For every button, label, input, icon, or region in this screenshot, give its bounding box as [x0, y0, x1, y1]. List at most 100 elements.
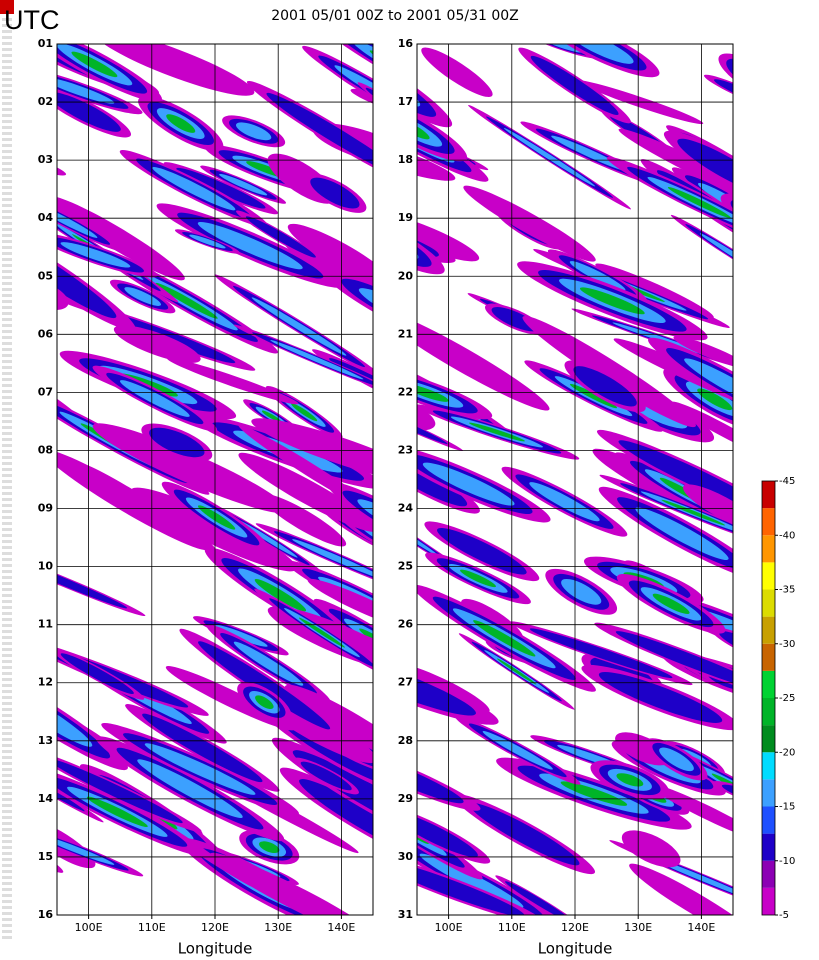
cloud-streak [176, 167, 266, 209]
cloud-streak [417, 650, 476, 716]
cloud-streak [113, 325, 201, 364]
cloud-streak [198, 641, 331, 730]
cloud-streak [261, 410, 282, 423]
cloud-streak [60, 653, 134, 695]
x-tick-label: 110E [498, 921, 526, 934]
cloud-streak [259, 841, 280, 854]
cloud-streak [417, 383, 449, 402]
y-tick-label: 26 [398, 618, 414, 631]
x-tick-label: 100E [75, 921, 103, 934]
cloud-streak [291, 403, 318, 422]
cloud-streak [71, 51, 118, 78]
cloud-streak [57, 687, 93, 747]
cloud-streak [235, 122, 272, 141]
y-tick-label: 13 [38, 734, 53, 747]
y-tick-label: 25 [398, 560, 413, 573]
colorbar-bin [762, 589, 775, 617]
cloud-streak [189, 234, 226, 249]
cloud-streak [270, 340, 364, 380]
cloud-streak [255, 695, 274, 710]
y-tick-label: 29 [398, 792, 413, 805]
colorbar-bin [762, 508, 775, 536]
cloud-streak [300, 761, 352, 791]
colorbar-bin [762, 643, 775, 671]
cloud-streak [144, 743, 256, 795]
y-tick-label: 22 [398, 385, 413, 398]
y-tick-label: 17 [398, 95, 413, 108]
cloud-streak [284, 684, 373, 781]
cloud-streak [421, 47, 493, 97]
cloud-streak [149, 427, 205, 458]
cloud-streak [57, 758, 183, 824]
y-tick-label: 16 [398, 37, 414, 50]
x-tick-label: 130E [264, 921, 292, 934]
cloud-streak [57, 835, 115, 865]
colorbar-bin [762, 833, 775, 861]
x-axis-label: Longitude [178, 940, 253, 958]
x-tick-label: 140E [687, 921, 715, 934]
cloud-field [57, 44, 373, 915]
cloud-streak [155, 282, 218, 319]
cloud-streak [473, 620, 536, 657]
cloud-streak [197, 221, 303, 270]
cloud-streak [417, 212, 480, 262]
y-tick-label: 07 [38, 385, 53, 398]
cloud-streak [417, 130, 456, 181]
cloud-streak [310, 177, 360, 209]
cloud-streak [298, 617, 345, 648]
cloud-streak [417, 750, 464, 804]
cloud-streak [573, 366, 637, 407]
y-tick-label: 03 [38, 153, 53, 166]
cloud-streak [417, 811, 478, 858]
cloud-streak [615, 631, 733, 691]
cloud-streak [491, 306, 539, 332]
colorbar-bin [762, 779, 775, 807]
cloud-streak [503, 127, 596, 187]
chart-title: 2001 05/01 00Z to 2001 05/31 00Z [271, 8, 519, 24]
y-tick-label: 15 [38, 850, 53, 863]
colorbar-bin [762, 698, 775, 726]
colorbar-bin [762, 725, 775, 753]
cloud-streak [659, 747, 694, 772]
colorbar-tick-label: -45 [779, 476, 795, 487]
colorbar-tick-label: -25 [779, 693, 795, 704]
cloud-streak [422, 462, 515, 506]
cloud-streak [635, 507, 729, 561]
cloud-streak [616, 773, 644, 787]
cloud-streak [142, 713, 263, 783]
cloud-streak [233, 641, 304, 686]
cloud-streak [60, 242, 131, 268]
colorbar-bin [762, 860, 775, 888]
colorbar-tick-label: -20 [779, 747, 795, 758]
y-tick-label: 10 [38, 560, 54, 573]
cloud-streak [119, 380, 190, 417]
cloud-streak [468, 422, 525, 442]
cloud-streak [529, 628, 673, 679]
cloud-streak [254, 578, 307, 612]
cloud-streak [522, 315, 696, 428]
x-tick-label: 100E [435, 921, 463, 934]
cloud-streak [730, 59, 777, 96]
y-tick-label: 19 [398, 211, 413, 224]
x-tick-label: 120E [561, 921, 589, 934]
cloud-streak [683, 484, 733, 529]
y-tick-label: 02 [38, 95, 53, 108]
cloud-streak [713, 79, 733, 112]
cloud-streak [137, 759, 243, 819]
cloud-streak [334, 65, 373, 115]
y-tick-label: 05 [38, 269, 53, 282]
cloud-streak [684, 358, 733, 411]
cloud-streak [741, 208, 790, 233]
y-tick-label: 30 [398, 850, 414, 863]
colorbar-tick-label: -30 [779, 639, 795, 650]
y-tick-label: 31 [398, 908, 413, 921]
cloud-streak [419, 853, 524, 908]
cloud-streak [737, 200, 794, 240]
cloud-streak [86, 796, 148, 828]
cloud-streak [711, 773, 733, 804]
y-tick-label: 12 [38, 676, 53, 689]
x-axis-label: Longitude [538, 940, 613, 958]
cloud-streak [57, 449, 211, 551]
cloud-streak [540, 44, 583, 53]
